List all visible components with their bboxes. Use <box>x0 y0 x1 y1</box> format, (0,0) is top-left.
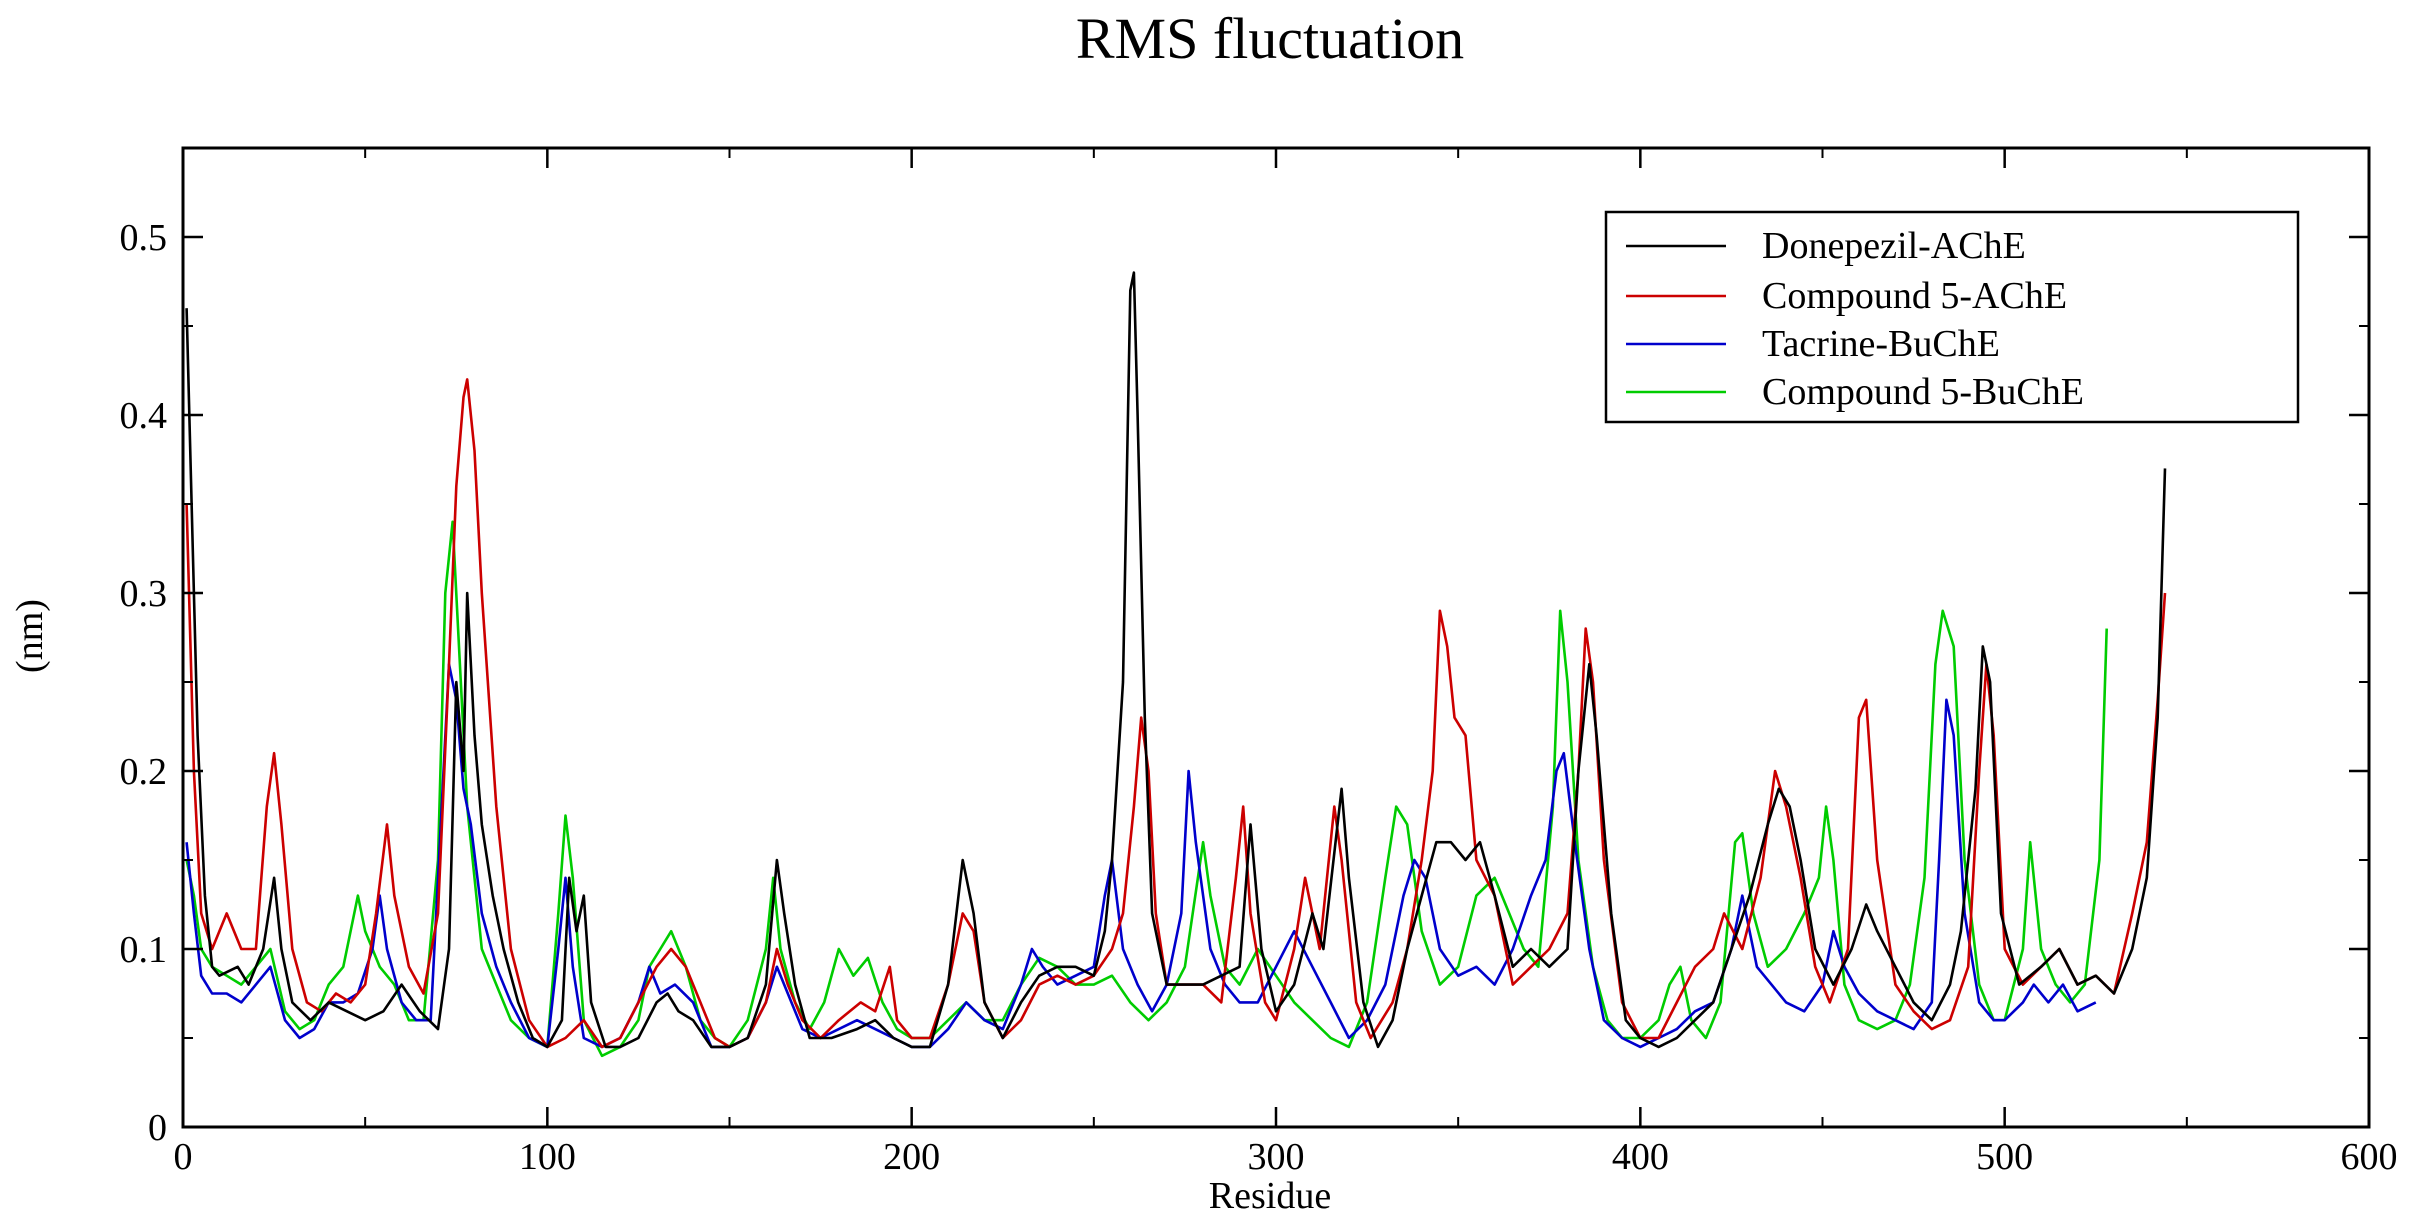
y-tick-label: 0.2 <box>120 751 168 793</box>
x-axis-label: Residue <box>1209 1175 1331 1217</box>
series-line-compound-5-ache <box>185 378 2167 1049</box>
x-tick-label: 600 <box>2341 1136 2398 1178</box>
legend-label-tacrine-buche: Tacrine-BuChE <box>1762 323 2000 365</box>
x-tick-label: 200 <box>883 1136 940 1178</box>
y-tick-label: 0.3 <box>120 573 168 615</box>
y-tick-label: 0.4 <box>120 395 168 437</box>
y-tick-label: 0.5 <box>120 217 168 259</box>
series-layer <box>185 271 2167 1058</box>
x-tick-label: 500 <box>1976 1136 2033 1178</box>
x-tick-label: 100 <box>519 1136 576 1178</box>
x-tick-label: 400 <box>1612 1136 1669 1178</box>
y-tick-label: 0.1 <box>120 929 168 971</box>
y-tick-label: 0 <box>148 1107 167 1149</box>
y-axis-label: (nm) <box>9 599 51 673</box>
legend-label-compound5-ache: Compound 5-AChE <box>1762 275 2067 317</box>
x-tick-label: 0 <box>174 1136 193 1178</box>
axis-ticks: 0 100 200 300 400 500 600 0 0.1 0.2 0.3 0.4 0.5 <box>120 147 2398 1178</box>
x-tick-label: 300 <box>1248 1136 1305 1178</box>
legend-label-compound5-buche: Compound 5-BuChE <box>1762 371 2084 413</box>
legend: Donepezil-AChE Compound 5-AChE Tacrine-B… <box>1604 210 2300 424</box>
chart-title: RMS fluctuation <box>1076 6 1464 71</box>
series-line-donepezil-ache <box>185 271 2167 1049</box>
legend-label-donepezil-ache: Donepezil-AChE <box>1762 225 2026 267</box>
